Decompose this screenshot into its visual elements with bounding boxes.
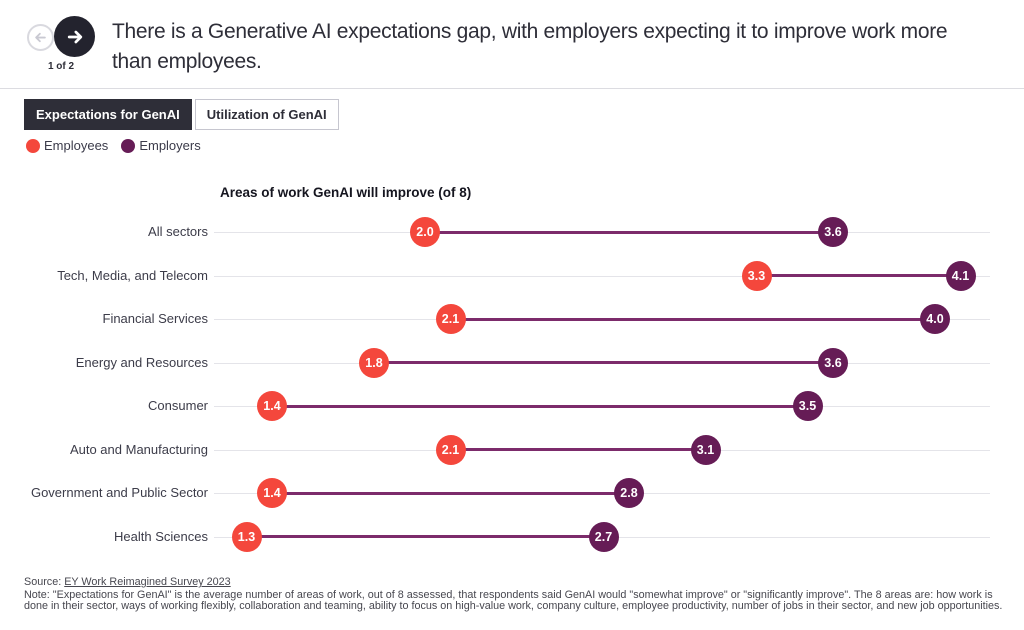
category-label: Tech, Media, and Telecom [57,267,208,283]
page-title: There is a Generative AI expectations ga… [112,20,948,73]
category-label: Health Sciences [114,528,208,544]
connector-line [374,361,833,365]
employers-dot: 3.1 [690,434,721,465]
employers-dot: 4.1 [945,260,976,291]
pagination-label: 1 of 2 [47,61,75,72]
category-label: All sectors [148,224,208,239]
legend-item-employees: Employees [26,138,108,153]
employees-dot: 1.8 [359,347,389,378]
category-label: Consumer [148,398,208,414]
employers-dot: 2.8 [614,478,644,509]
source-prefix: Source: [24,576,65,588]
employers-dot: 3.6 [818,217,848,247]
back-button[interactable] [27,24,54,51]
tab-bar: Expectations for GenAI Utilization of Ge… [24,99,339,130]
row-baseline [214,275,990,277]
connector-line [756,274,961,278]
employees-dot: 2.0 [410,217,440,247]
employers-dot: 3.5 [792,391,823,422]
arrow-right-icon [65,27,85,47]
connector-line [450,317,935,321]
legend-label: Employers [139,138,201,153]
employees-dot: 1.3 [231,521,262,552]
employees-dot: 1.4 [257,478,287,509]
employees-dot: 2.1 [435,304,466,335]
employees-dot: 3.3 [741,260,772,291]
employers-dot: 4.0 [920,304,950,335]
tab-expectations-for-genai[interactable]: Expectations for GenAI [24,99,192,130]
employees-dot: 2.1 [435,434,466,465]
connector-line [425,230,833,234]
connector-line [450,448,706,452]
note-text: Note: "Expectations for GenAI" is the av… [24,588,1003,612]
connector-line [272,491,629,495]
employers-dot: 2.7 [588,521,619,552]
chart-legend: Employees Employers [26,138,201,153]
source-line: Source: EY Work Reimagined Survey 2023 [24,576,1008,589]
category-label: Energy and Resources [75,354,208,370]
employees-dot: 1.4 [257,391,287,422]
category-label: Auto and Manufacturing [69,441,208,457]
source-link[interactable]: EY Work Reimagined Survey 2023 [64,576,231,588]
category-label: Financial Services [102,311,209,327]
forward-button[interactable] [54,16,95,57]
employers-swatch-icon [121,138,136,153]
chart-footer: Source: EY Work Reimagined Survey 2023 N… [24,576,1008,613]
header-divider [0,88,1024,89]
arrow-left-icon [33,30,48,45]
employers-dot: 3.6 [818,347,848,378]
connector-line [272,404,808,408]
legend-label: Employees [44,138,109,153]
connector-line [246,535,604,539]
legend-item-employers: Employers [121,138,201,153]
category-label: Government and Public Sector [30,485,208,501]
chart-title: Areas of work GenAI will improve (of 8) [220,185,472,200]
employees-swatch-icon [26,138,40,153]
tab-utilization-of-genai[interactable]: Utilization of GenAI [194,99,339,130]
